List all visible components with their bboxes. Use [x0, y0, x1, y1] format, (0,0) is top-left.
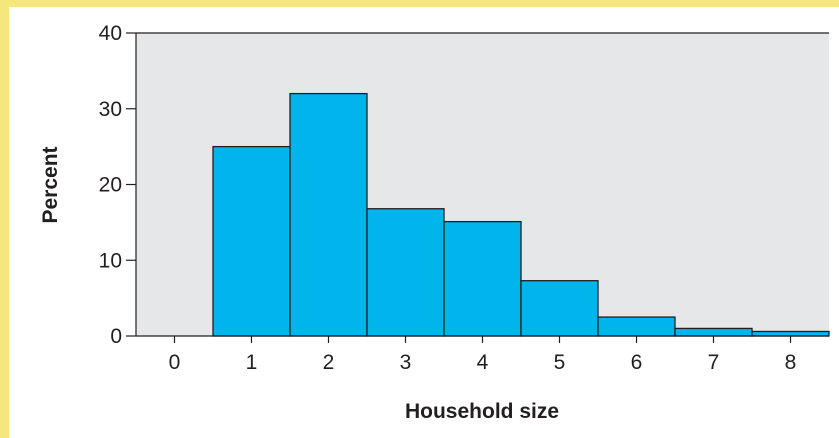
- x-tick-label-1: 1: [246, 351, 258, 374]
- bar-8: [751, 330, 830, 337]
- bar-2: [289, 92, 368, 337]
- y-tick-label-20: 20: [99, 174, 122, 197]
- bars-group: [212, 92, 830, 337]
- x-tick-label-8: 8: [785, 351, 797, 374]
- axes-group: [126, 32, 829, 343]
- x-tick-label-5: 5: [554, 351, 566, 374]
- bar-3: [366, 208, 445, 337]
- x-tick-label-0: 0: [169, 351, 181, 374]
- x-tick-label-4: 4: [477, 351, 489, 374]
- bar-5: [520, 280, 599, 337]
- x-tick-label-2: 2: [323, 351, 335, 374]
- bar-1: [212, 145, 291, 337]
- x-tick-label-3: 3: [400, 351, 412, 374]
- bar-4: [443, 220, 522, 337]
- y-tick-label-10: 10: [99, 249, 122, 272]
- y-axis-title: Percent: [39, 146, 62, 223]
- bar-6: [597, 316, 676, 337]
- y-tick-label-0: 0: [110, 325, 122, 348]
- y-tick-label-40: 40: [99, 22, 122, 45]
- x-tick-label-6: 6: [631, 351, 643, 374]
- x-tick-label-7: 7: [708, 351, 720, 374]
- y-tick-label-30: 30: [99, 98, 122, 121]
- x-tick-labels: 0 1 2 3 4 5 6 7 8: [169, 351, 797, 374]
- x-axis-title: Household size: [405, 400, 559, 423]
- y-tick-labels: 0 10 20 30 40: [99, 22, 122, 348]
- bar-7: [674, 327, 753, 337]
